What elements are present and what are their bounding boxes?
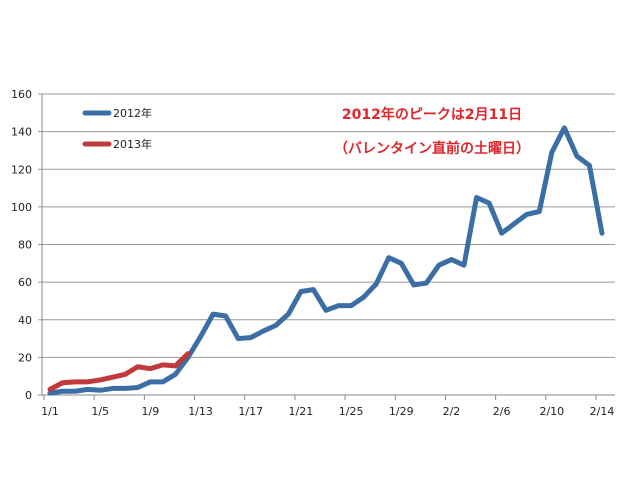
y-tick-label: 140 xyxy=(11,126,32,139)
x-tick-label: 2/14 xyxy=(590,405,615,418)
x-tick-label: 2/6 xyxy=(493,405,511,418)
x-tick-label: 1/17 xyxy=(238,405,263,418)
x-axis-ticks: 1/1 1/5 1/9 1/13 1/17 1/21 1/25 1/29 2/2 2/6 2/10 2… xyxy=(41,395,614,418)
series-line-2013 xyxy=(47,351,191,392)
x-tick-label: 1/29 xyxy=(389,405,414,418)
y-tick-label: 120 xyxy=(11,163,32,176)
y-tick-label: 80 xyxy=(18,239,32,252)
series-line-2012 xyxy=(47,125,605,396)
x-tick-label: 1/25 xyxy=(339,405,364,418)
y-tick-label: 160 xyxy=(11,88,32,101)
legend-label-2013: 2013年 xyxy=(113,137,152,151)
y-axis-ticks: 0 20 40 60 80 100 120 140 160 xyxy=(11,88,32,402)
legend-label-2012: 2012年 xyxy=(113,106,152,120)
y-tick-label: 20 xyxy=(18,351,32,364)
x-tick-label: 1/1 xyxy=(41,405,59,418)
x-tick-label: 1/21 xyxy=(289,405,314,418)
y-tick-label: 60 xyxy=(18,276,32,289)
y-tick-label: 100 xyxy=(11,201,32,214)
y-tick-label: 0 xyxy=(25,389,32,402)
series-lines xyxy=(47,125,605,396)
x-tick-label: 1/5 xyxy=(91,405,109,418)
x-tick-label: 2/10 xyxy=(539,405,564,418)
y-tick-label: 40 xyxy=(18,314,32,327)
x-tick-label: 1/9 xyxy=(142,405,160,418)
gridlines xyxy=(38,93,615,396)
annotation-peak: 2012年のピークは2月11日 xyxy=(342,106,522,123)
x-tick-label: 1/13 xyxy=(188,405,213,418)
annotation-valentine: （バレンタイン直前の土曜日） xyxy=(334,140,530,157)
x-tick-label: 2/2 xyxy=(443,405,461,418)
legend: 2012年 2013年 xyxy=(82,106,152,151)
